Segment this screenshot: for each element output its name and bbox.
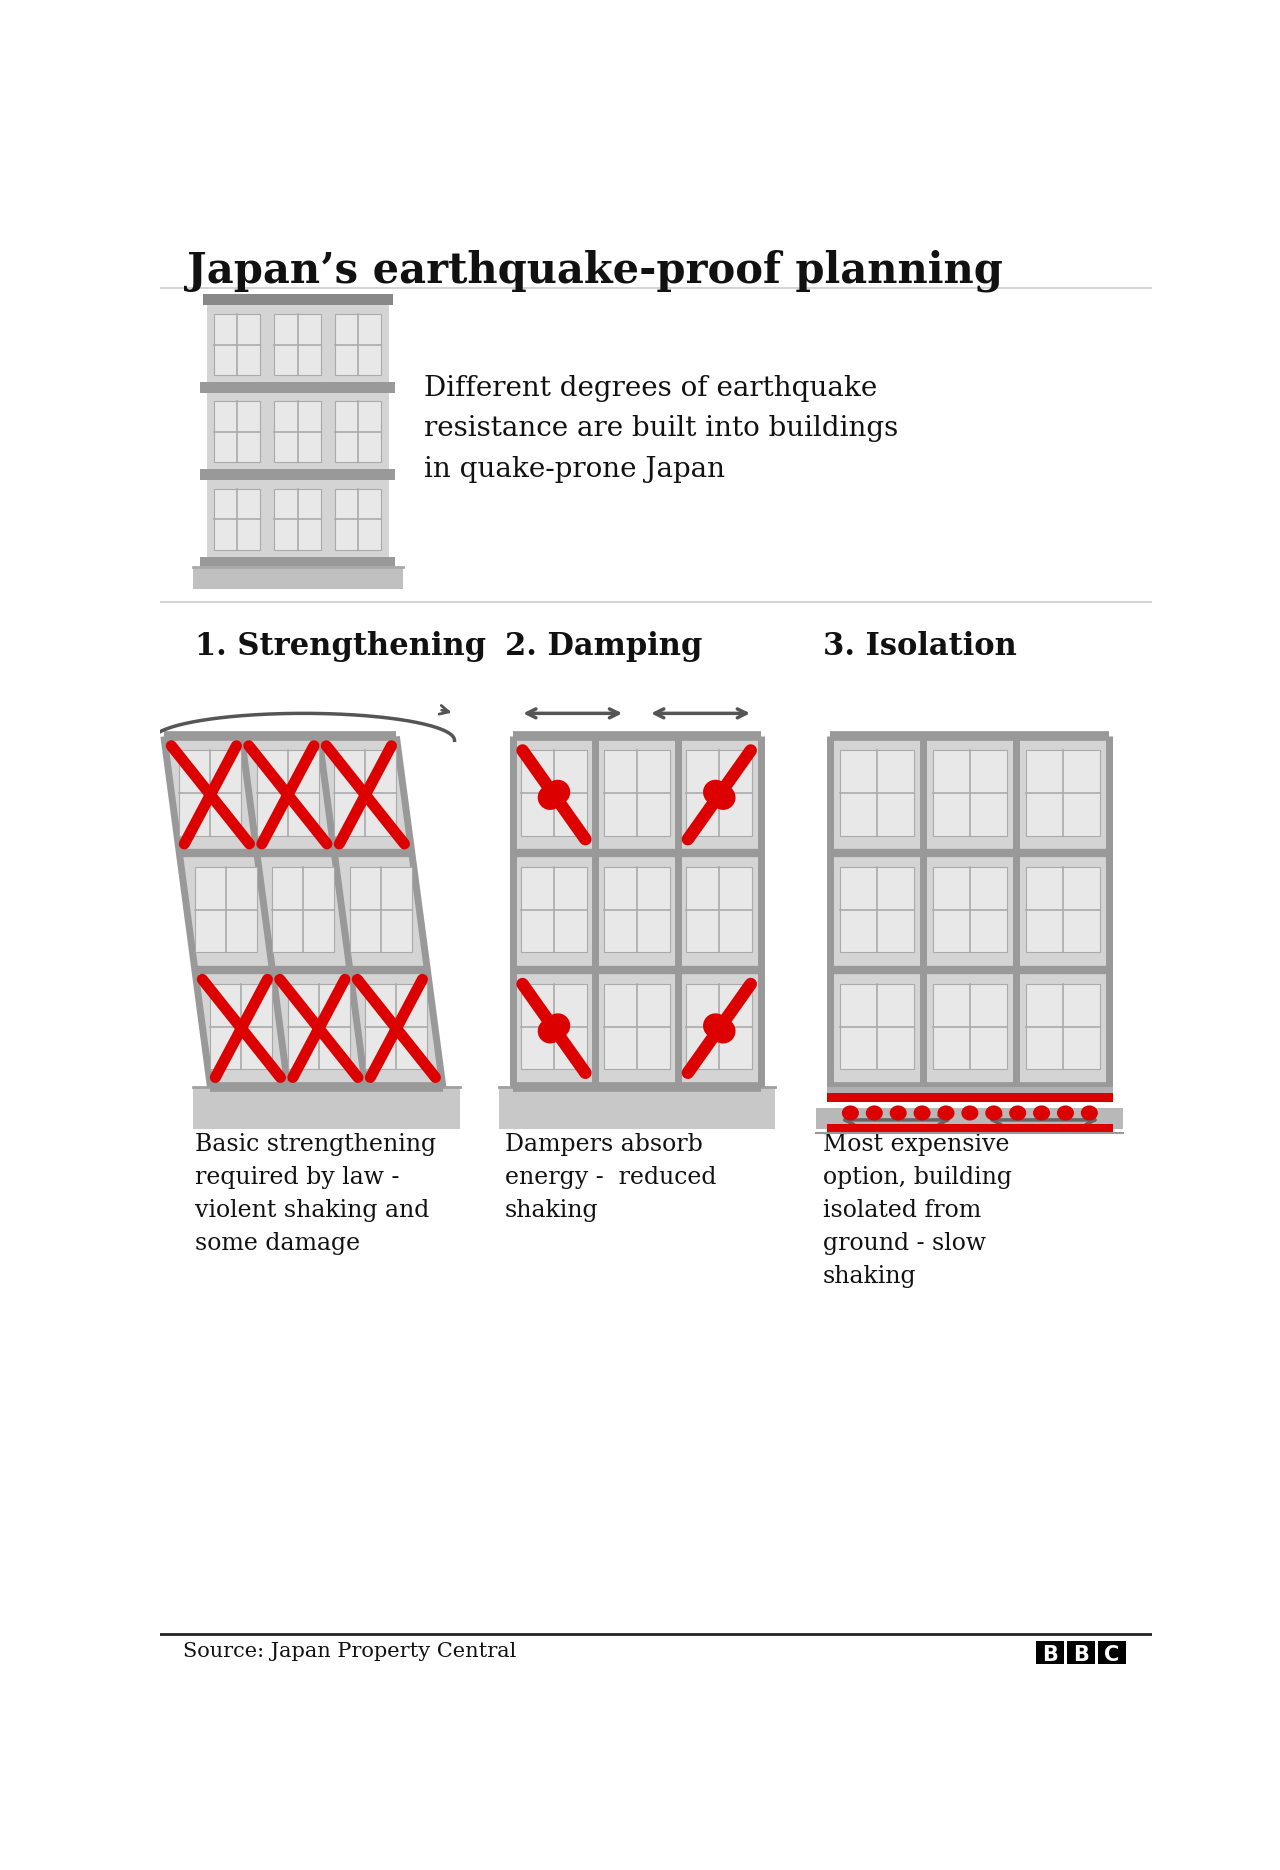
- Ellipse shape: [1057, 1105, 1074, 1120]
- Ellipse shape: [890, 1105, 906, 1120]
- Bar: [521, 868, 588, 952]
- Bar: [274, 402, 320, 462]
- Bar: [1025, 868, 1100, 952]
- Bar: [604, 868, 669, 952]
- Bar: [206, 481, 389, 567]
- Bar: [499, 1086, 774, 1129]
- Bar: [193, 1086, 460, 1129]
- Bar: [206, 305, 389, 567]
- Ellipse shape: [865, 1105, 883, 1120]
- Text: Most expensive
option, building
isolated from
ground - slow
shaking: Most expensive option, building isolated…: [823, 1133, 1011, 1288]
- Ellipse shape: [937, 1105, 955, 1120]
- Bar: [274, 314, 320, 376]
- Bar: [214, 314, 260, 376]
- Ellipse shape: [1009, 1105, 1027, 1120]
- Bar: [365, 984, 428, 1070]
- Text: Dampers absorb
energy -  reduced
shaking: Dampers absorb energy - reduced shaking: [504, 1133, 717, 1221]
- Text: 1. Strengthening: 1. Strengthening: [195, 630, 486, 662]
- Bar: [827, 1124, 1114, 1133]
- Bar: [214, 488, 260, 550]
- Text: 2. Damping: 2. Damping: [504, 630, 703, 662]
- Bar: [206, 305, 389, 393]
- Bar: [827, 1092, 1114, 1101]
- Bar: [335, 314, 381, 376]
- Bar: [686, 750, 753, 836]
- Polygon shape: [512, 737, 760, 1086]
- Bar: [202, 294, 393, 305]
- Bar: [288, 984, 349, 1070]
- Bar: [933, 984, 1007, 1070]
- Bar: [200, 381, 394, 393]
- Text: Source: Japan Property Central: Source: Japan Property Central: [183, 1642, 517, 1661]
- Polygon shape: [164, 737, 443, 1086]
- Bar: [1098, 1642, 1125, 1668]
- Text: B: B: [1042, 1646, 1057, 1664]
- Text: Different degrees of earthquake
resistance are built into buildings
in quake-pro: Different degrees of earthquake resistan…: [424, 374, 897, 482]
- Bar: [210, 984, 273, 1070]
- Bar: [274, 488, 320, 550]
- Bar: [840, 750, 914, 836]
- Bar: [604, 750, 669, 836]
- Bar: [604, 984, 669, 1070]
- Ellipse shape: [914, 1105, 931, 1120]
- Bar: [933, 868, 1007, 952]
- Bar: [686, 868, 753, 952]
- Bar: [273, 868, 334, 952]
- Bar: [200, 469, 394, 481]
- Bar: [195, 868, 257, 952]
- Bar: [817, 1109, 1124, 1129]
- Bar: [179, 750, 242, 836]
- Bar: [349, 868, 412, 952]
- Bar: [686, 984, 753, 1070]
- Bar: [214, 402, 260, 462]
- Text: B: B: [1073, 1646, 1088, 1664]
- Ellipse shape: [1080, 1105, 1098, 1120]
- Ellipse shape: [1033, 1105, 1050, 1120]
- Bar: [840, 868, 914, 952]
- Ellipse shape: [986, 1105, 1002, 1120]
- Bar: [334, 750, 397, 836]
- Ellipse shape: [961, 1105, 978, 1120]
- Bar: [840, 984, 914, 1070]
- Bar: [1025, 984, 1100, 1070]
- Bar: [335, 402, 381, 462]
- Bar: [192, 567, 403, 589]
- Bar: [335, 488, 381, 550]
- Bar: [200, 557, 394, 567]
- Text: Basic strengthening
required by law -
violent shaking and
some damage: Basic strengthening required by law - vi…: [195, 1133, 436, 1255]
- Bar: [827, 1086, 1114, 1092]
- Bar: [521, 750, 588, 836]
- Bar: [521, 984, 588, 1070]
- Bar: [933, 750, 1007, 836]
- Text: 3. Isolation: 3. Isolation: [823, 630, 1016, 662]
- Bar: [1036, 1642, 1064, 1668]
- Ellipse shape: [842, 1105, 859, 1120]
- Polygon shape: [831, 737, 1110, 1086]
- Bar: [1025, 750, 1100, 836]
- Bar: [257, 750, 319, 836]
- Bar: [206, 393, 389, 481]
- Bar: [1066, 1642, 1094, 1668]
- Text: C: C: [1105, 1646, 1119, 1664]
- Text: Japan’s earthquake-proof planning: Japan’s earthquake-proof planning: [187, 249, 1004, 292]
